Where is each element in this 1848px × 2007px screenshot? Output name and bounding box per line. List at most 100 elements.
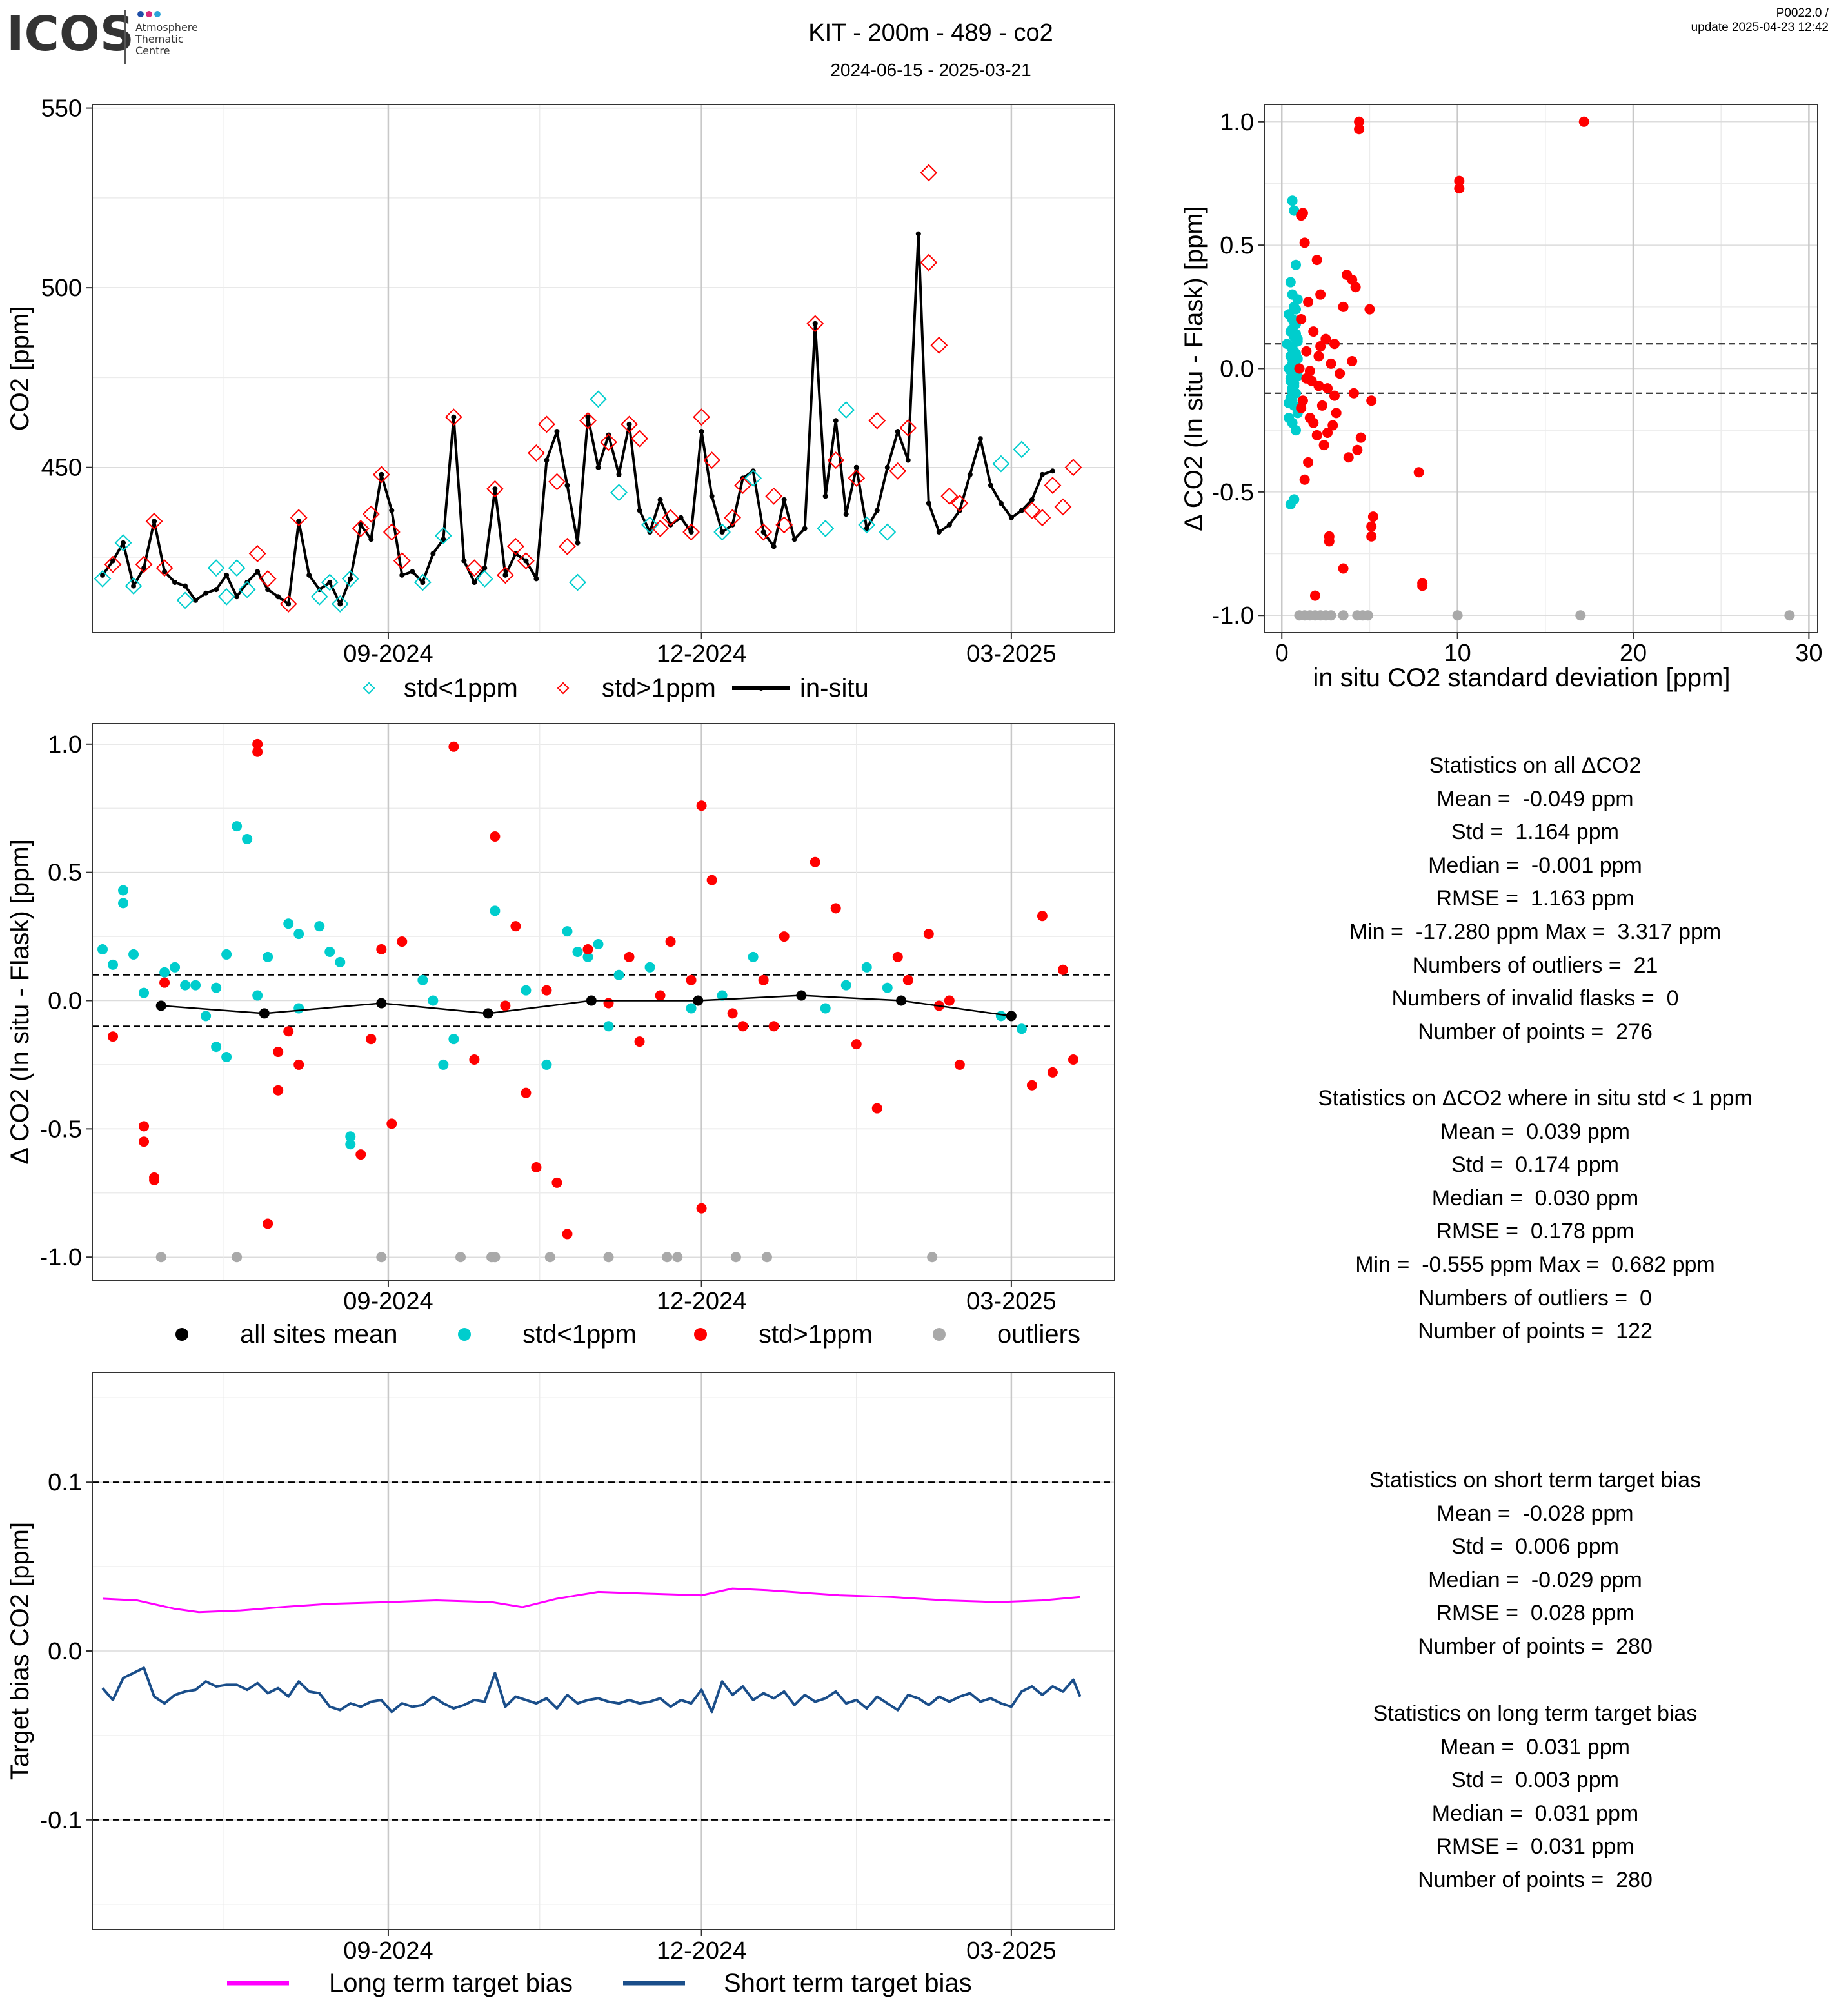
legend-std-lt1-label: std<1ppm (404, 674, 518, 702)
std-gt1-point (728, 1008, 738, 1018)
outlier-point (662, 1252, 672, 1262)
insitu-point (792, 537, 797, 542)
insitu-point (544, 458, 549, 463)
std-gt1-point (1300, 475, 1310, 485)
insitu-point (833, 418, 839, 423)
std-lt1-point (232, 821, 242, 831)
insitu-point (492, 486, 497, 491)
std-gt1-point (831, 903, 841, 913)
stats-long-line: Mean = 0.031 ppm (1264, 1731, 1806, 1765)
insitu-point (968, 472, 973, 477)
insitu-point (348, 576, 353, 581)
std-gt1-point (1301, 346, 1311, 357)
legend-std-gt1-label: std>1ppm (759, 1320, 873, 1349)
delta-timeseries-bg (92, 724, 1115, 1280)
insitu-point (844, 511, 849, 517)
stats-lt1-line: Mean = 0.039 ppm (1264, 1116, 1806, 1149)
insitu-point (627, 422, 632, 427)
std-lt1-point (428, 996, 438, 1006)
std-gt1-point (1349, 388, 1359, 399)
stats-short-line: Statistics on short term target bias (1264, 1464, 1806, 1498)
outlier-point (672, 1252, 682, 1262)
std-lt1-point (345, 1139, 355, 1149)
y-tick-label: 0.0 (48, 1638, 82, 1665)
insitu-point (720, 529, 725, 535)
legend-outliers-key (933, 1328, 946, 1341)
legend-std-lt1-key (458, 1328, 471, 1341)
insitu-point (947, 522, 952, 528)
insitu-point (379, 472, 384, 477)
y-tick-label: 0.0 (1220, 356, 1254, 383)
std-gt1-point (386, 1118, 397, 1129)
std-lt1-point (645, 962, 655, 973)
std-lt1-point (97, 944, 108, 954)
insitu-point (389, 508, 394, 513)
std-gt1-point (738, 1021, 748, 1031)
std-lt1-point (118, 898, 128, 908)
std-gt1-point (562, 1229, 572, 1239)
std-gt1-point (159, 978, 170, 988)
insitu-point (575, 540, 580, 546)
std-gt1-point (376, 944, 386, 954)
std-gt1-point (903, 975, 913, 985)
legend-outliers-label: outliers (997, 1320, 1080, 1349)
insitu-point (502, 573, 508, 578)
std-lt1-point (170, 962, 180, 973)
std-gt1-point (1296, 210, 1306, 221)
x-tick-label: 10 (1444, 640, 1471, 667)
std-gt1-point (697, 800, 707, 811)
insitu-point (802, 526, 808, 531)
y-tick-label: 550 (41, 95, 82, 123)
std-gt1-point (1335, 368, 1345, 379)
std-gt1-point (893, 952, 903, 962)
std-lt1-point (562, 926, 572, 936)
std-gt1-point (139, 1136, 149, 1147)
insitu-point (710, 493, 715, 499)
insitu-point (451, 415, 456, 420)
y-tick-label: 450 (41, 455, 82, 482)
insitu-point (1050, 468, 1055, 473)
outlier-point (490, 1252, 500, 1262)
std-lt1-point (1286, 499, 1296, 509)
x-tick-label: 09-2024 (343, 1288, 433, 1315)
x-tick-label: 09-2024 (343, 640, 433, 667)
stats-short-line: Median = -0.029 ppm (1264, 1564, 1806, 1597)
std-gt1-point (283, 1026, 293, 1036)
insitu-point (595, 465, 601, 470)
std-lt1-point (541, 1060, 551, 1070)
std-lt1-point (748, 952, 759, 962)
insitu-point (771, 544, 777, 549)
logo-sub-3: Centre (135, 44, 170, 57)
std-gt1-point (759, 975, 769, 985)
outlier-point (731, 1252, 741, 1262)
insitu-point (286, 601, 291, 606)
x-tick-label: 30 (1795, 640, 1822, 667)
x-tick-label: 12-2024 (657, 1288, 746, 1315)
update-label: update 2025-04-23 12:42 (1691, 21, 1829, 35)
std-lt1-point (417, 975, 428, 985)
std-gt1-point (139, 1121, 149, 1131)
y-tick-label: -1.0 (1212, 602, 1254, 629)
stats-long-line: Statistics on long term target bias (1264, 1697, 1806, 1731)
insitu-point (1029, 497, 1035, 502)
std-gt1-point (1338, 302, 1349, 312)
stats-all-line: Numbers of invalid flasks = 0 (1264, 982, 1806, 1016)
stats-all-line: Min = -17.280 ppm Max = 3.317 ppm (1264, 916, 1806, 949)
std-gt1-point (1368, 511, 1378, 522)
std-lt1-point (242, 834, 252, 844)
insitu-point (782, 497, 787, 502)
std-lt1-point (614, 970, 624, 980)
stats-short-block: Statistics on short term target bias Mea… (1264, 1464, 1806, 1664)
outlier-point (1338, 610, 1349, 620)
delta-vs-std-plot: -1.0 -0.5 0.0 0.5 1.0 0 10 20 30 in situ CO2 stan… (1180, 104, 1823, 692)
insitu-point (564, 483, 570, 488)
std-lt1-point (862, 962, 872, 973)
logo-dot-cyan (154, 11, 161, 17)
std-lt1-point (108, 960, 118, 970)
std-lt1-point (1286, 277, 1296, 288)
insitu-point (430, 551, 435, 556)
std-lt1-point (1289, 378, 1299, 388)
legend-insitu-dot (759, 686, 764, 691)
date-range: 2024-06-15 - 2025-03-21 (830, 60, 1031, 80)
y-tick-label: 0.0 (48, 988, 82, 1015)
